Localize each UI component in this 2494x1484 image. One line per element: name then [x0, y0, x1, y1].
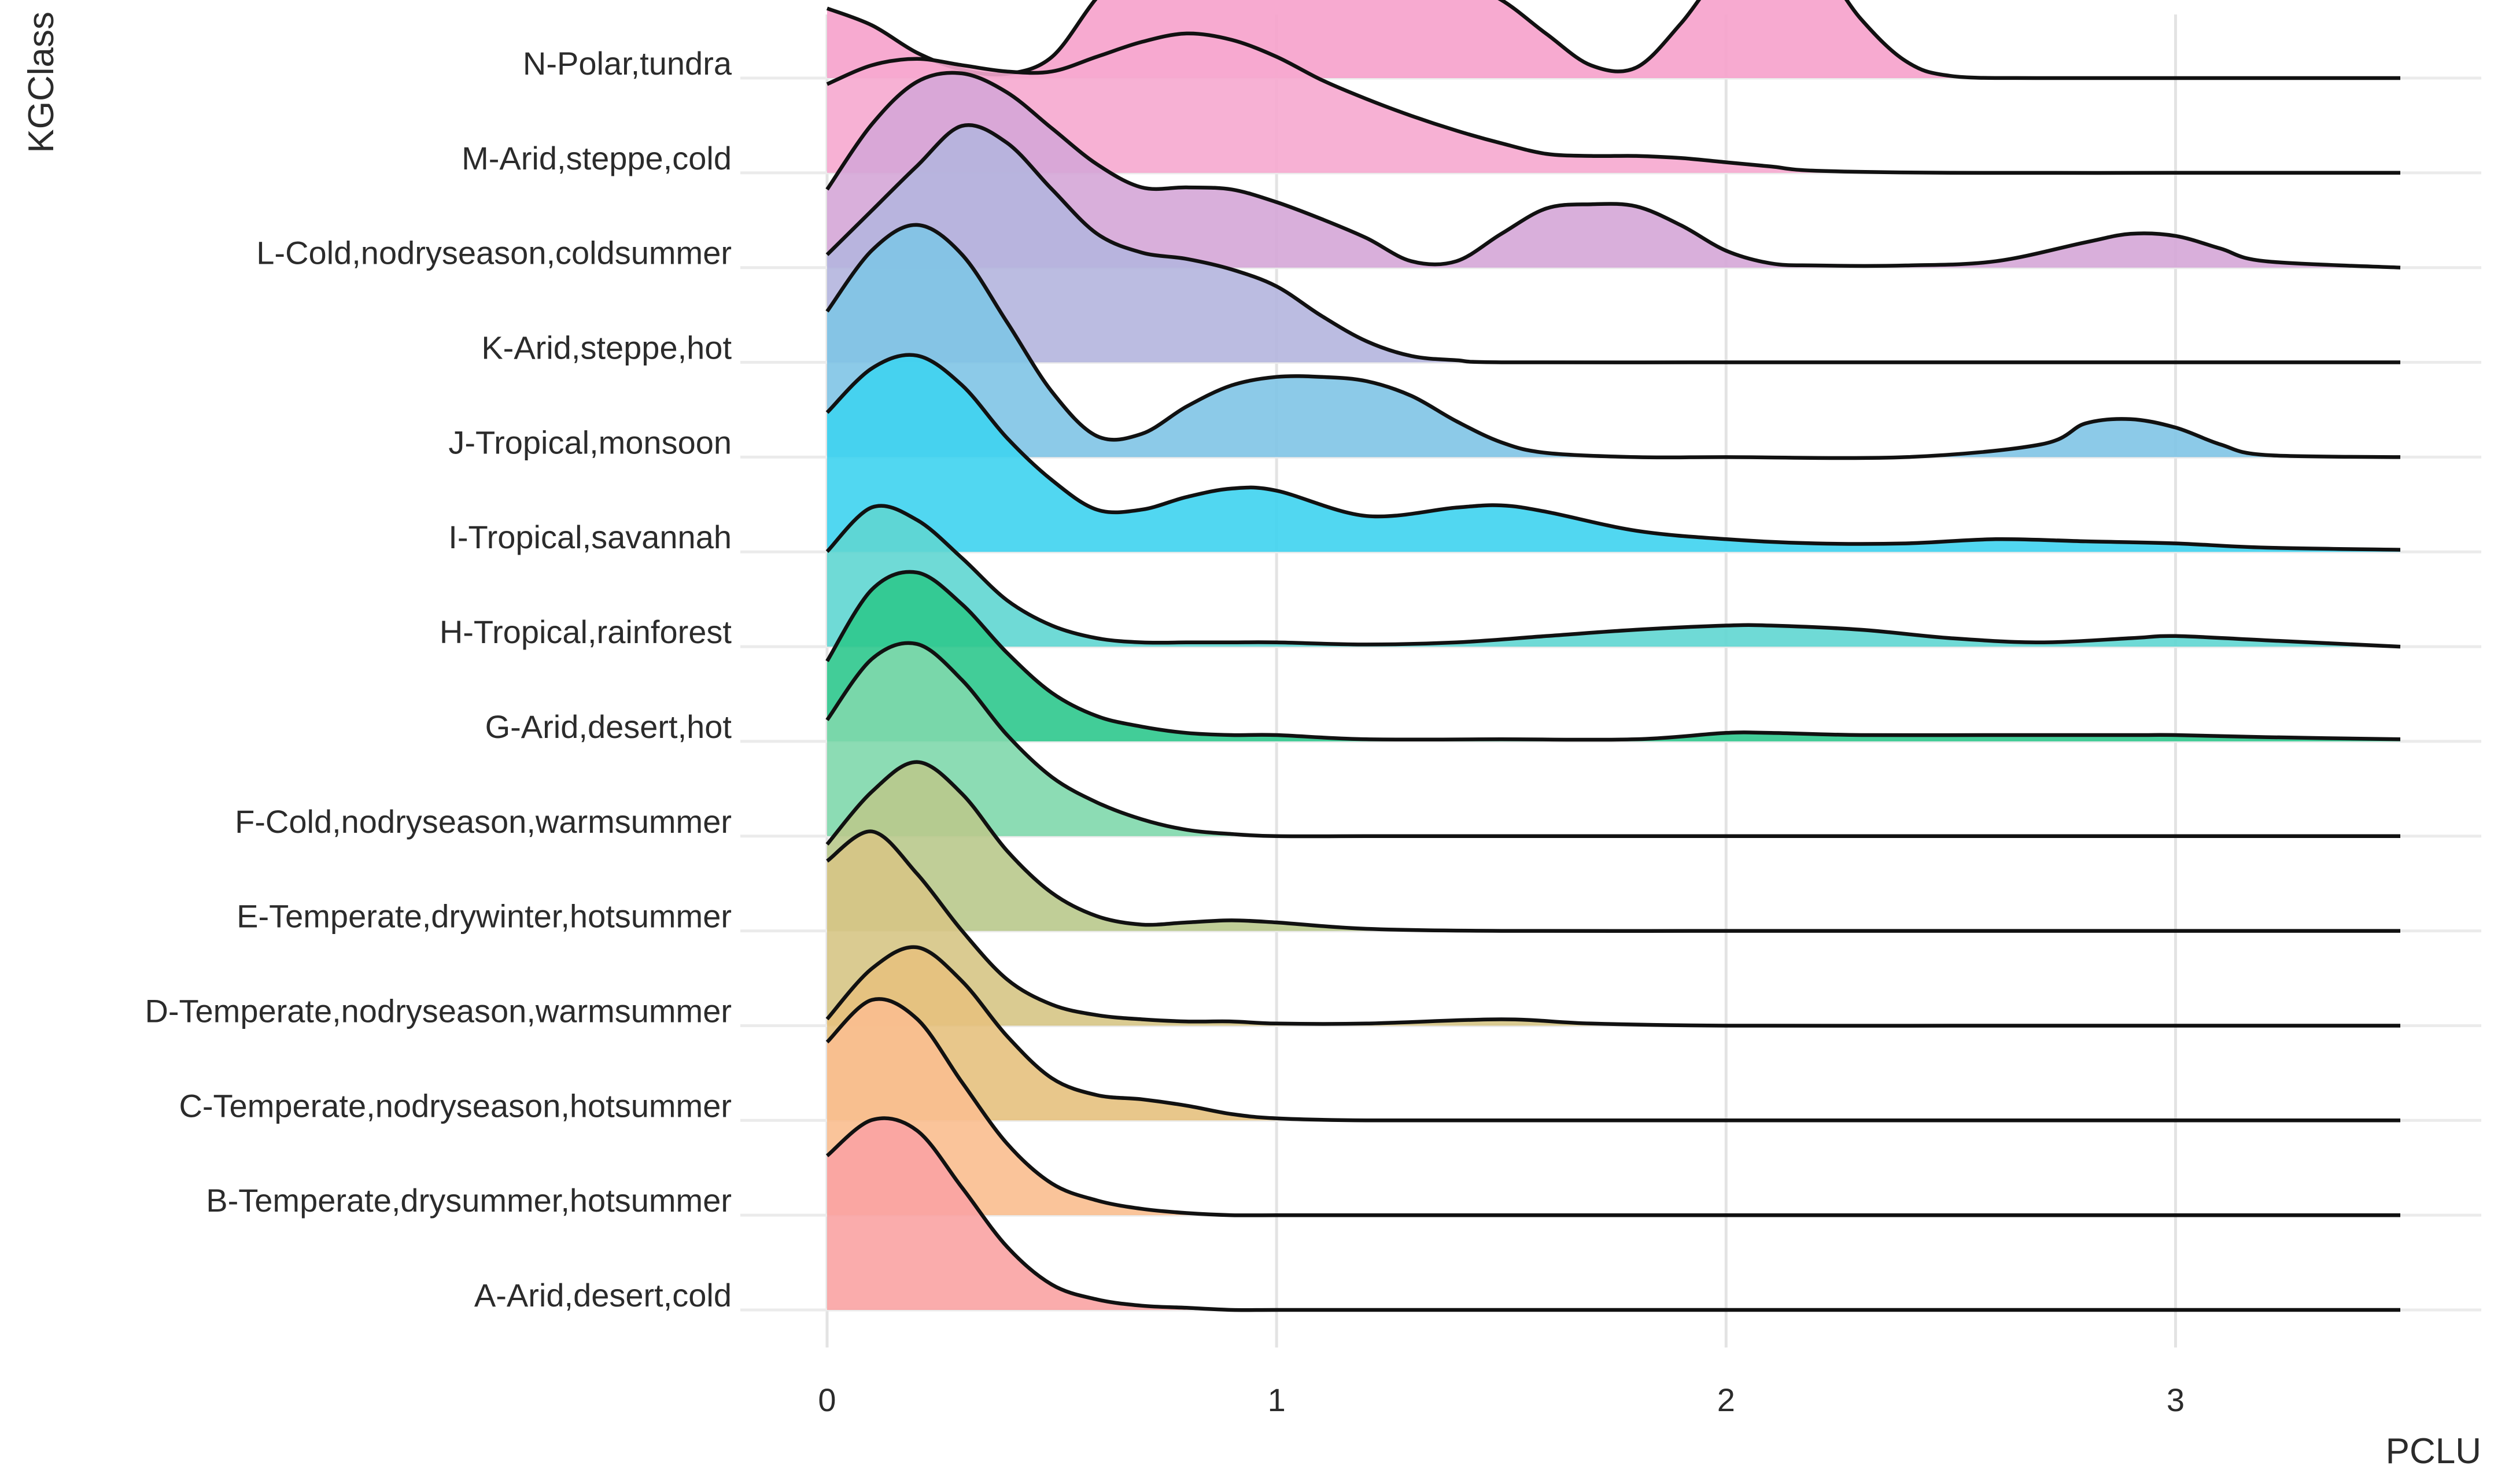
- ridge-area: [827, 947, 2400, 1121]
- y-tick-label: F-Cold,nodryseason,warmsummer: [235, 803, 732, 840]
- y-tick-label: G-Arid,desert,hot: [485, 708, 732, 745]
- ridge-area: [827, 355, 2400, 552]
- y-axis-tick-labels: A-Arid,desert,cold B-Temperate,drysummer,…: [145, 45, 732, 1313]
- ridge-density-line: [825, 1116, 2400, 1312]
- ridge-density-line: [825, 570, 2401, 742]
- y-tick-label: N-Polar,tundra: [523, 45, 732, 82]
- x-tick-label: 3: [2167, 1382, 2185, 1418]
- y-tick-label: E-Temperate,drywinter,hotsummer: [237, 898, 732, 935]
- ridge-area: [827, 72, 2400, 268]
- ridge-density-line: [825, 641, 2400, 839]
- y-tick-label: B-Temperate,drysummer,hotsummer: [206, 1182, 732, 1219]
- ridge-density-line: [826, 0, 2400, 80]
- x-tick-label: 0: [818, 1382, 836, 1418]
- ridge-area: [827, 762, 2400, 931]
- y-tick-label: L-Cold,nodryseason,coldsummer: [256, 235, 732, 271]
- x-tick-label: 2: [1717, 1382, 1735, 1418]
- y-tick-label: I-Tropical,savannah: [448, 519, 732, 555]
- ridge-area: [827, 999, 2400, 1216]
- y-tick-label: C-Temperate,nodryseason,hotsummer: [179, 1087, 732, 1124]
- ridge-area: [827, 571, 2400, 741]
- ridge-density-line: [825, 945, 2400, 1123]
- ridge-density-line: [825, 504, 2401, 649]
- y-tick-label: K-Arid,steppe,hot: [481, 330, 732, 366]
- ridge-area: [827, 0, 2400, 79]
- x-tick-label: 1: [1268, 1382, 1286, 1418]
- y-tick-label: J-Tropical,monsoon: [448, 424, 732, 460]
- ridge-area: [827, 33, 2400, 173]
- y-axis-title: KGClass: [21, 12, 61, 153]
- y-tick-label: D-Temperate,nodryseason,warmsummer: [145, 992, 732, 1029]
- ridge-area: [827, 125, 2400, 363]
- ridges: [825, 0, 2401, 1312]
- ridge-density-line: [826, 829, 2400, 1028]
- x-axis-title: PCLU: [2386, 1431, 2481, 1471]
- y-tick-label: A-Arid,desert,cold: [474, 1277, 732, 1313]
- ridge-density-line: [825, 760, 2400, 933]
- ridge-density-line: [825, 123, 2400, 365]
- x-axis-tick-labels: 0 1 2 3: [818, 1382, 2185, 1418]
- ridge-area: [827, 224, 2400, 458]
- y-tick-label: M-Arid,steppe,cold: [462, 140, 732, 176]
- ridge-area: [827, 1118, 2400, 1311]
- ridge-density-line: [825, 71, 2401, 270]
- ridge-density-line: [825, 223, 2401, 460]
- y-tick-label: H-Tropical,rainforest: [440, 614, 732, 650]
- ridge-density-line: [825, 997, 2400, 1217]
- ridge-area: [827, 643, 2400, 837]
- ridge-density-line: [826, 31, 2400, 175]
- ridge-density-line: [825, 353, 2401, 552]
